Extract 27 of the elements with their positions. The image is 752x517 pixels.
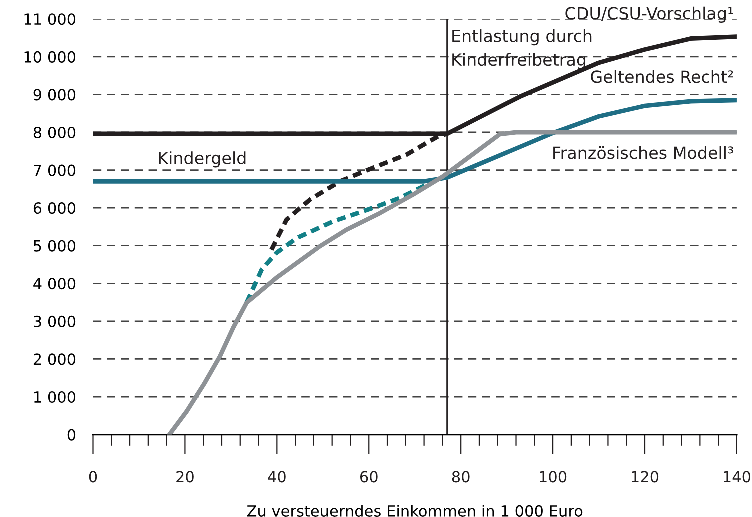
y-tick-label: 7 000 [34,164,76,176]
y-tick-label: 4 000 [34,278,76,290]
y-tick-label: 0 [68,429,76,441]
x-tick-label: 80 [452,471,470,483]
y-tick-label: 6 000 [34,202,76,214]
x-tick-label: 100 [540,471,567,483]
y-tick-label: 5 000 [34,240,76,252]
x-tick-label: 60 [360,471,378,483]
x-tick-label: 40 [268,471,286,483]
y-tick-label: 2 000 [34,354,76,366]
y-tick-label: 1 000 [34,391,76,404]
y-tick-label: 10 000 [24,51,76,63]
x-tick-label: 0 [89,471,98,483]
x-tick-label: 140 [724,471,751,483]
y-tick-label: 3 000 [34,316,76,328]
x-axis-title: Zu versteuerndes Einkommen in 1 000 Euro [247,505,583,517]
x-tick-label: 120 [632,471,659,483]
series-label: CDU/CSU-Vorschlag¹ [566,6,734,23]
ref-line-label: Entlastung durch Kinderfreibetrag [452,30,592,70]
annotation: Kindergeld [159,152,246,168]
y-tick-label: 8 000 [34,126,76,139]
series-label: Geltendes Recht² [591,70,734,84]
series-label: Französisches Modell³ [554,146,734,160]
y-tick-label: 11 000 [24,14,76,26]
x-tick-label: 20 [176,471,194,483]
line-series [93,98,737,184]
y-tick-label: 9 000 [34,89,76,101]
